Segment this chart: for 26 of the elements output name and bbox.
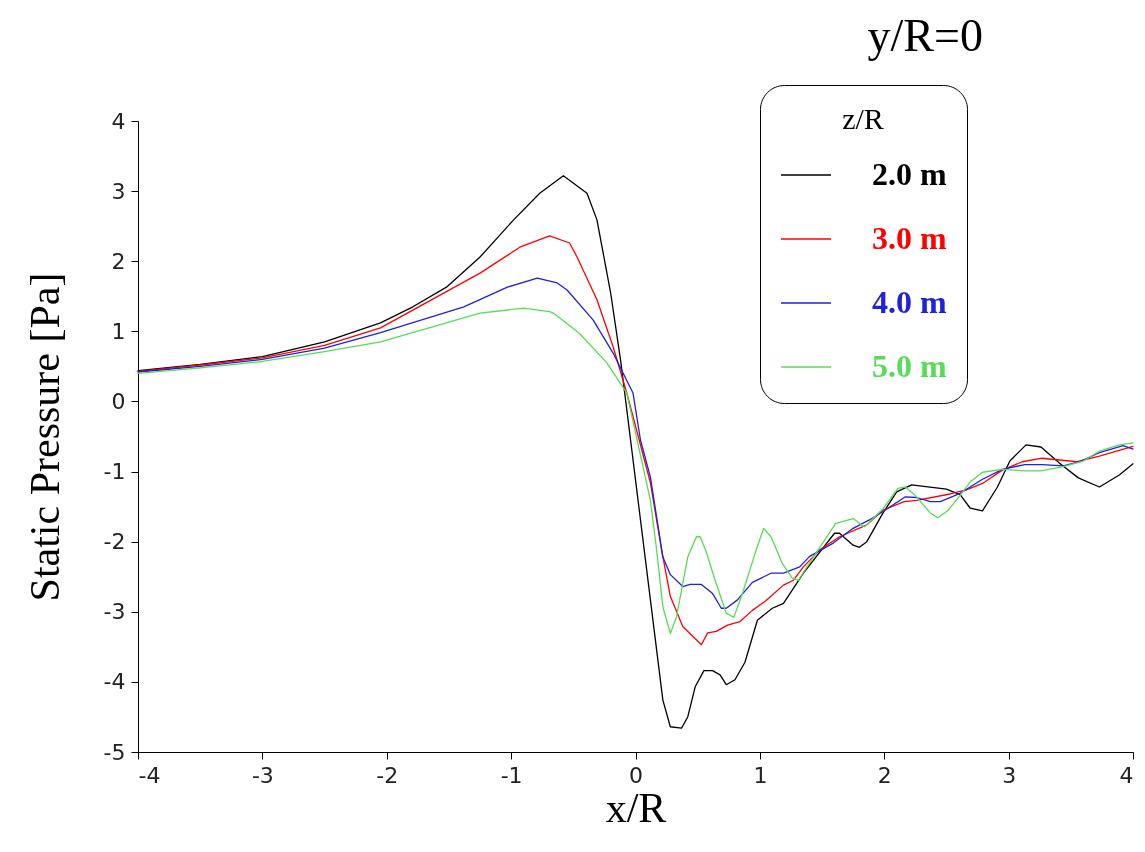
line-series — [137, 277, 1134, 609]
legend-label: 5.0 m — [872, 348, 947, 384]
x-tick-label: -2 — [376, 762, 399, 788]
y-tick-label: -1 — [103, 459, 126, 485]
y-tick-label: -3 — [103, 599, 126, 625]
legend-label: 4.0 m — [872, 284, 947, 320]
y-tick-label: 4 — [111, 108, 126, 134]
legend-label: 3.0 m — [872, 220, 947, 256]
y-tick-label: 3 — [111, 178, 126, 204]
x-tick-label: 3 — [1002, 762, 1017, 788]
y-tick-label: 2 — [111, 248, 126, 274]
x-tick-label: 1 — [753, 762, 768, 788]
y-tick-label: 1 — [111, 318, 126, 344]
x-tick-label: -4 — [138, 762, 161, 788]
x-tick-label: 4 — [1119, 762, 1134, 788]
y-tick-label: -2 — [103, 529, 126, 555]
y-tick-label: -4 — [103, 669, 126, 695]
legend-title: z/R — [842, 102, 884, 135]
y-axis-title: Static Pressure [Pa] — [21, 272, 68, 602]
x-tick-label: -1 — [500, 762, 523, 788]
x-tick-label: 2 — [877, 762, 892, 788]
y-tick-label: 0 — [111, 388, 126, 414]
x-tick-label: -3 — [251, 762, 274, 788]
legend-label: 2.0 m — [872, 156, 947, 192]
y-tick-label: -5 — [103, 739, 126, 765]
chart-title: y/R=0 — [867, 9, 983, 61]
